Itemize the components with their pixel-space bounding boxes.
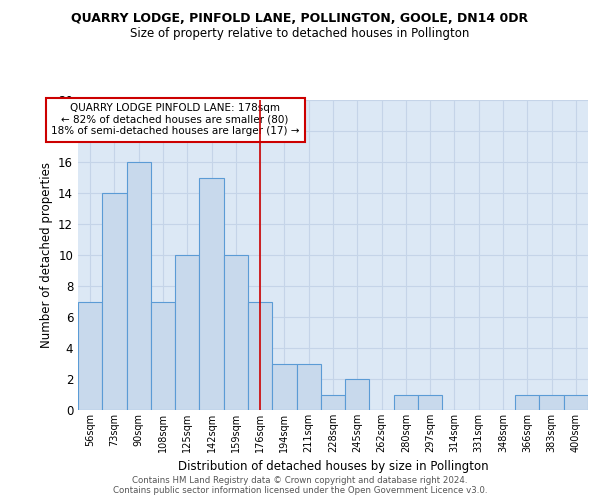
Y-axis label: Number of detached properties: Number of detached properties [40, 162, 53, 348]
Bar [539, 394, 564, 410]
Bar [199, 178, 224, 410]
Bar [296, 364, 321, 410]
Text: QUARRY LODGE PINFOLD LANE: 178sqm
← 82% of detached houses are smaller (80)
18% : QUARRY LODGE PINFOLD LANE: 178sqm ← 82% … [51, 103, 299, 136]
Bar [272, 364, 296, 410]
X-axis label: Distribution of detached houses by size in Pollington: Distribution of detached houses by size … [178, 460, 488, 473]
Text: QUARRY LODGE, PINFOLD LANE, POLLINGTON, GOOLE, DN14 0DR: QUARRY LODGE, PINFOLD LANE, POLLINGTON, … [71, 12, 529, 26]
Bar [345, 379, 370, 410]
Bar [515, 394, 539, 410]
Bar [224, 255, 248, 410]
Bar [564, 394, 588, 410]
Bar [175, 255, 199, 410]
Bar [102, 193, 127, 410]
Text: Size of property relative to detached houses in Pollington: Size of property relative to detached ho… [130, 28, 470, 40]
Bar [78, 302, 102, 410]
Bar [127, 162, 151, 410]
Bar [418, 394, 442, 410]
Bar [151, 302, 175, 410]
Text: Contains HM Land Registry data © Crown copyright and database right 2024.
Contai: Contains HM Land Registry data © Crown c… [113, 476, 487, 495]
Bar [321, 394, 345, 410]
Bar [394, 394, 418, 410]
Bar [248, 302, 272, 410]
